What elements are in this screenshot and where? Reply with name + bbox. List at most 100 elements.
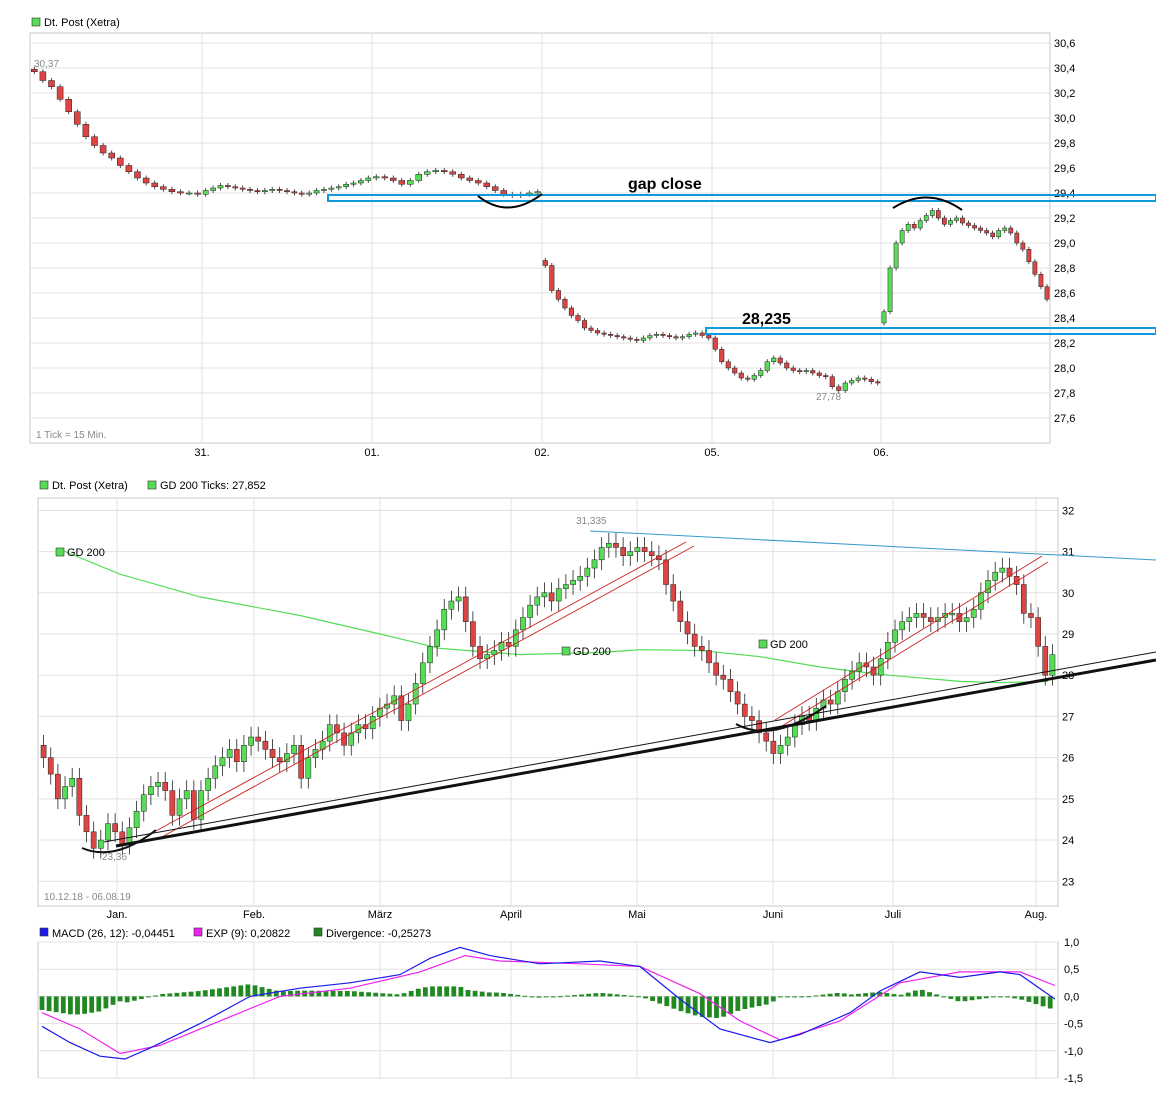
candle — [605, 543, 612, 548]
divergence-bar — [394, 994, 400, 997]
divergence-bar — [898, 994, 904, 997]
divergence-bar — [806, 996, 812, 998]
intraday-footnote: 1 Tick = 15 Min. — [36, 430, 106, 441]
divergence-bar — [451, 986, 457, 997]
divergence-bar — [337, 990, 343, 997]
macd-legend: MACD (26, 12): -0,04451 — [52, 928, 175, 940]
legend-swatch-icon — [31, 17, 41, 27]
candle — [680, 336, 686, 339]
divergence-bar — [778, 996, 783, 998]
gap-close-label: gap close — [628, 176, 702, 193]
divergence-bar — [728, 996, 734, 1014]
candle — [999, 567, 1006, 573]
x-tick-label: Juli — [885, 909, 902, 921]
candle — [284, 753, 290, 763]
candle — [640, 337, 646, 341]
divergence-bar — [238, 985, 244, 997]
divergence-bar — [423, 987, 428, 997]
candle — [792, 724, 798, 738]
divergence-bar — [877, 991, 883, 997]
divergence-bar — [834, 992, 840, 997]
channel-line-lower-2 — [781, 561, 1049, 727]
divergence-bar — [373, 992, 379, 997]
divergence-bar — [714, 996, 719, 1018]
divergence-bar — [579, 994, 584, 997]
candle — [663, 559, 669, 585]
candle — [441, 609, 448, 631]
candle — [620, 547, 626, 556]
candle — [648, 551, 655, 556]
candle — [777, 357, 783, 364]
y-tick-label: 28,6 — [1054, 288, 1075, 300]
candle — [577, 576, 584, 581]
candle — [810, 370, 816, 374]
x-tick-label: 02. — [534, 447, 549, 459]
divergence-bar — [614, 994, 620, 997]
candle — [210, 187, 216, 191]
candle — [155, 782, 161, 787]
candle — [992, 571, 999, 581]
candle — [427, 646, 433, 664]
candle — [151, 182, 158, 187]
divergence-bar — [245, 984, 251, 997]
candle — [660, 334, 666, 336]
candle — [613, 543, 619, 548]
candle — [568, 307, 574, 316]
divergence-bar — [991, 996, 996, 998]
candle — [942, 217, 947, 225]
divergence-bar — [46, 996, 52, 1012]
candle — [326, 724, 333, 742]
divergence-bar — [678, 996, 684, 1012]
candle — [168, 189, 176, 192]
intraday-legend: Dt. Post (Xetra) — [44, 17, 120, 29]
divergence-bar — [905, 992, 911, 997]
candle — [749, 716, 755, 721]
x-tick-label: April — [500, 909, 522, 921]
candle — [232, 186, 239, 189]
candle — [862, 377, 868, 380]
candle — [1008, 227, 1014, 234]
divergence-legend: Divergence: -0,25273 — [326, 928, 431, 940]
candle — [212, 765, 219, 779]
candle — [520, 617, 526, 631]
candle — [758, 370, 764, 376]
candle — [142, 177, 150, 184]
candle — [548, 592, 555, 602]
candle — [797, 370, 803, 372]
divergence-bar — [1026, 996, 1032, 1002]
candle — [373, 176, 380, 179]
y-tick-label: 29,8 — [1054, 138, 1075, 150]
candle — [55, 773, 61, 800]
candle — [734, 691, 741, 705]
candle — [927, 617, 934, 622]
candle — [670, 584, 677, 602]
legend-main-icon — [39, 480, 49, 490]
candle — [492, 186, 499, 191]
divergence-bar — [117, 996, 123, 1002]
intraday-grid — [30, 33, 1050, 443]
candle — [194, 192, 201, 195]
candle — [978, 592, 984, 610]
y-tick-label: 29 — [1062, 629, 1074, 641]
channel-line-upper-1 — [153, 541, 687, 833]
divergence-bar — [501, 993, 506, 997]
candle — [97, 839, 104, 849]
candle — [477, 646, 483, 659]
divergence-bar — [1005, 996, 1010, 998]
y-tick-label: 32 — [1062, 505, 1074, 517]
candle — [90, 831, 97, 849]
candle — [829, 376, 835, 387]
candle — [816, 372, 822, 376]
divergence-bar — [572, 995, 577, 997]
candle — [562, 299, 568, 309]
candle — [348, 732, 355, 746]
candle — [312, 749, 319, 758]
candle — [434, 629, 440, 647]
y-tick-label: 27 — [1062, 711, 1074, 723]
divergence-bar — [721, 996, 726, 1017]
y-tick-label: 28,2 — [1054, 338, 1075, 350]
divergence-bar — [131, 996, 137, 1001]
candle — [634, 339, 640, 341]
divergence-bar — [188, 991, 194, 997]
candle — [341, 732, 347, 746]
